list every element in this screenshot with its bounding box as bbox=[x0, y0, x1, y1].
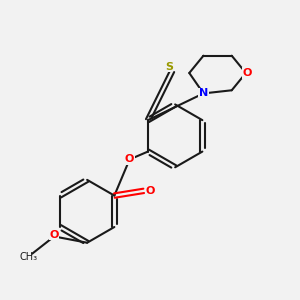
Text: S: S bbox=[165, 62, 173, 72]
Text: N: N bbox=[199, 88, 208, 98]
Text: O: O bbox=[125, 154, 134, 164]
Text: CH₃: CH₃ bbox=[20, 252, 38, 262]
Text: O: O bbox=[50, 230, 59, 240]
Text: O: O bbox=[243, 68, 252, 78]
Text: O: O bbox=[145, 186, 155, 196]
